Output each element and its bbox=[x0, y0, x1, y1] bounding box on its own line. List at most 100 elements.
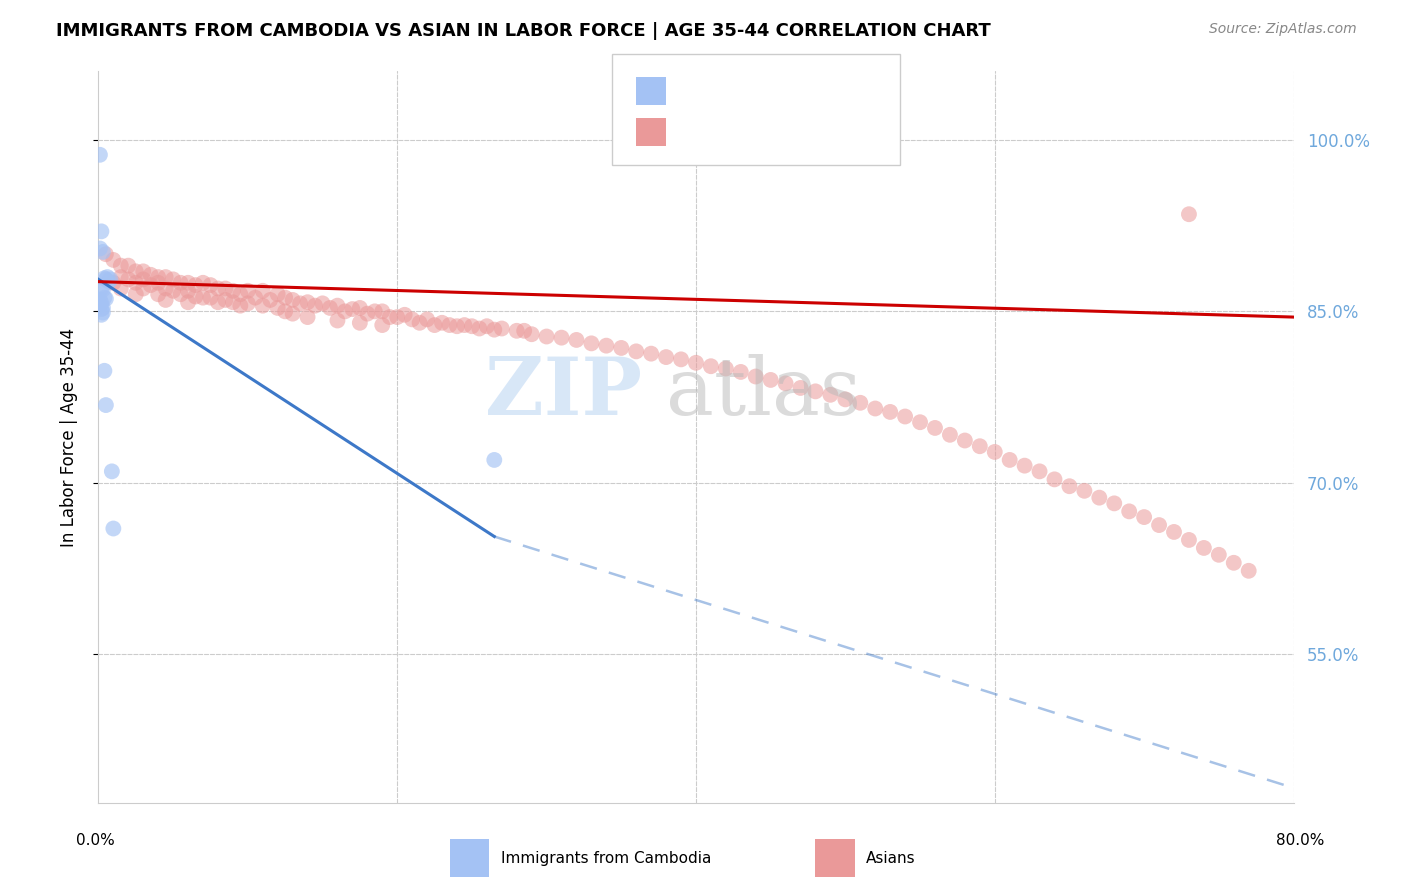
Point bbox=[342, 301, 364, 317]
Point bbox=[132, 264, 155, 278]
Point bbox=[714, 361, 737, 376]
Point bbox=[155, 293, 177, 307]
Point bbox=[349, 301, 371, 315]
Point bbox=[97, 275, 120, 289]
Point bbox=[110, 259, 132, 273]
Point bbox=[1192, 541, 1215, 555]
Point bbox=[90, 281, 112, 295]
Point bbox=[214, 293, 236, 307]
Point bbox=[953, 434, 976, 448]
Point bbox=[169, 287, 191, 301]
Point bbox=[1088, 491, 1111, 505]
Point bbox=[91, 301, 114, 315]
Point bbox=[775, 376, 797, 391]
Point bbox=[356, 307, 378, 321]
Point bbox=[200, 291, 222, 305]
Text: IMMIGRANTS FROM CAMBODIA VS ASIAN IN LABOR FORCE | AGE 35-44 CORRELATION CHART: IMMIGRANTS FROM CAMBODIA VS ASIAN IN LAB… bbox=[56, 22, 991, 40]
Point bbox=[865, 401, 887, 416]
Point bbox=[908, 415, 931, 429]
Point bbox=[101, 464, 124, 478]
Point bbox=[998, 453, 1021, 467]
Text: 143: 143 bbox=[827, 123, 862, 141]
Point bbox=[259, 293, 281, 307]
Point bbox=[349, 316, 371, 330]
Point bbox=[274, 291, 297, 305]
Point bbox=[1118, 504, 1140, 518]
Point bbox=[288, 296, 311, 310]
Point bbox=[252, 284, 274, 298]
Point bbox=[1104, 496, 1126, 510]
Point bbox=[229, 287, 252, 301]
Point bbox=[1178, 207, 1201, 221]
Point bbox=[610, 341, 633, 355]
Point bbox=[326, 313, 349, 327]
Point bbox=[110, 270, 132, 285]
Point bbox=[155, 270, 177, 285]
Point bbox=[89, 299, 111, 313]
Point bbox=[1028, 464, 1050, 478]
Point bbox=[252, 299, 274, 313]
Point bbox=[1073, 483, 1095, 498]
Point bbox=[94, 272, 117, 286]
Point bbox=[461, 319, 484, 334]
Point bbox=[281, 307, 304, 321]
Point bbox=[125, 287, 148, 301]
Point bbox=[745, 369, 768, 384]
Text: -0.138: -0.138 bbox=[717, 123, 776, 141]
Point bbox=[184, 289, 207, 303]
Point bbox=[513, 324, 536, 338]
Point bbox=[200, 278, 222, 293]
Point bbox=[565, 333, 588, 347]
Point bbox=[1147, 518, 1170, 533]
Point bbox=[267, 301, 290, 315]
Point bbox=[333, 304, 356, 318]
Point bbox=[311, 296, 333, 310]
Point bbox=[408, 316, 430, 330]
Point bbox=[1059, 479, 1081, 493]
Point bbox=[117, 272, 139, 286]
Text: Source: ZipAtlas.com: Source: ZipAtlas.com bbox=[1209, 22, 1357, 37]
Point bbox=[969, 439, 991, 453]
Point bbox=[326, 299, 349, 313]
Y-axis label: In Labor Force | Age 35-44: In Labor Force | Age 35-44 bbox=[59, 327, 77, 547]
Point bbox=[110, 281, 132, 295]
Text: N =: N = bbox=[793, 123, 830, 141]
Point bbox=[90, 301, 112, 317]
Point bbox=[148, 270, 170, 285]
Point bbox=[139, 278, 162, 293]
Point bbox=[536, 329, 558, 343]
Point bbox=[820, 388, 842, 402]
Point bbox=[94, 247, 117, 261]
Point bbox=[484, 453, 506, 467]
Point bbox=[162, 272, 184, 286]
Point bbox=[103, 276, 125, 290]
Point bbox=[595, 339, 617, 353]
Point bbox=[626, 344, 648, 359]
Point bbox=[453, 318, 475, 332]
Text: N =: N = bbox=[793, 82, 830, 100]
Point bbox=[520, 327, 543, 342]
Point bbox=[267, 287, 290, 301]
Point bbox=[475, 319, 498, 334]
Point bbox=[93, 364, 115, 378]
Point bbox=[191, 276, 214, 290]
Point bbox=[446, 319, 468, 334]
Point bbox=[89, 242, 111, 256]
Text: R =: R = bbox=[681, 123, 717, 141]
Point bbox=[304, 299, 326, 313]
Point bbox=[394, 308, 416, 322]
Point bbox=[378, 310, 401, 324]
Point bbox=[385, 310, 409, 324]
Point bbox=[91, 244, 114, 259]
Point bbox=[94, 292, 117, 306]
Point bbox=[281, 293, 304, 307]
Point bbox=[222, 295, 245, 310]
Point bbox=[132, 281, 155, 295]
Point bbox=[1208, 548, 1230, 562]
Point bbox=[430, 316, 453, 330]
Point bbox=[939, 427, 962, 442]
Point bbox=[222, 284, 245, 298]
Point bbox=[229, 299, 252, 313]
Point bbox=[423, 318, 446, 332]
Point bbox=[125, 276, 148, 290]
